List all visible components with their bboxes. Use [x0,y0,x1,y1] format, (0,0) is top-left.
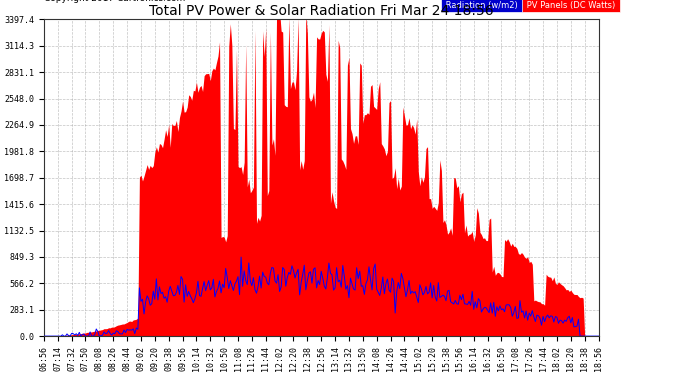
Title: Total PV Power & Solar Radiation Fri Mar 24 18:56: Total PV Power & Solar Radiation Fri Mar… [149,4,493,18]
Text: Copyright 2017 Cartronics.com: Copyright 2017 Cartronics.com [44,0,185,3]
Text: Radiation (w/m2): Radiation (w/m2) [443,1,521,10]
Text: PV Panels (DC Watts): PV Panels (DC Watts) [524,1,618,10]
